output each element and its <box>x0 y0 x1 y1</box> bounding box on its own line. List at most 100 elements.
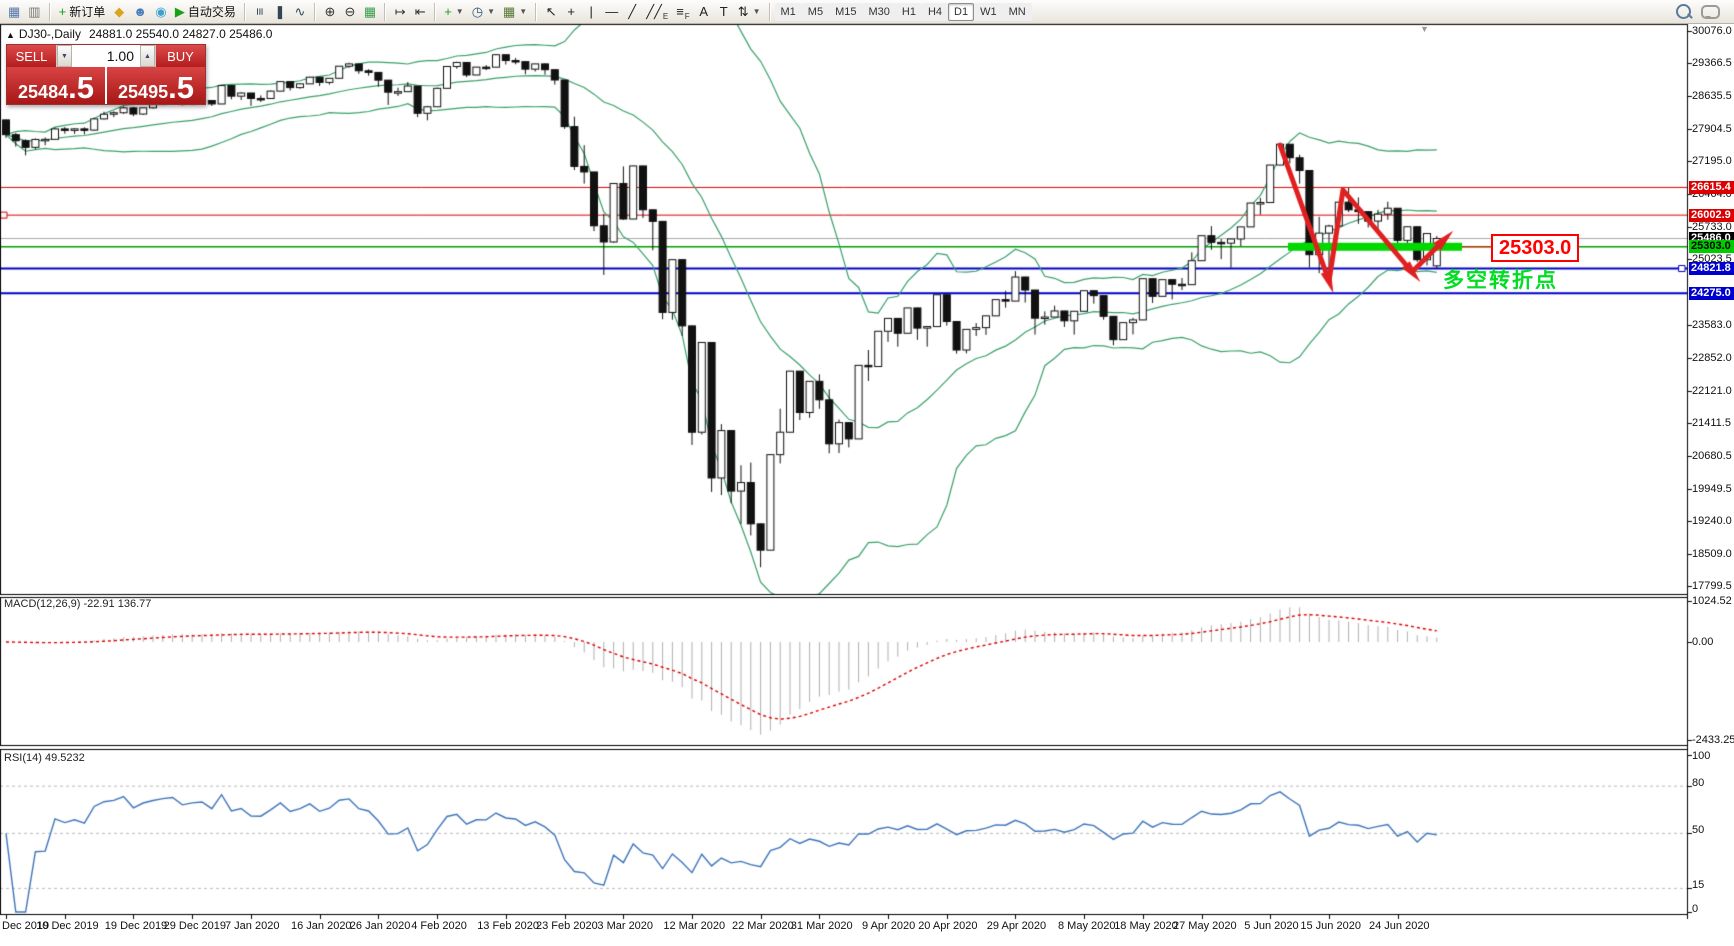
search-icon[interactable] <box>1676 4 1691 19</box>
volume-increase-button[interactable]: ▲ <box>140 45 155 67</box>
date-axis-label: 5 Jun 2020 <box>1244 920 1299 932</box>
autotrading-button[interactable]: ▶ 自动交易 <box>171 2 240 22</box>
macd-axis-tick: 0.00 <box>1692 636 1714 648</box>
chart-candle-mode-icon[interactable]: ❚ <box>270 2 290 22</box>
vertical-line-icon[interactable]: | <box>581 2 601 22</box>
profiles-icon[interactable]: ▥ <box>24 2 44 22</box>
date-axis-label: 29 Dec 2019 <box>163 920 226 932</box>
arrows-dropdown-icon[interactable]: ▼ <box>752 7 761 16</box>
text-icon[interactable]: A <box>694 2 714 22</box>
buy-price[interactable]: 25495 .5 <box>107 67 205 104</box>
tile-windows-icon: ▦ <box>363 4 377 19</box>
timeframe-m30[interactable]: M30 <box>862 2 896 21</box>
chart-ohlc-values: 24881.0 25540.0 24827.0 25486.0 <box>88 27 273 41</box>
indicators-list-icon[interactable]: + ▼ <box>440 2 468 22</box>
tile-windows-icon[interactable]: ▦ <box>360 2 380 22</box>
rsi-axis-tick: 100 <box>1692 750 1711 762</box>
buy-price-pip: .5 <box>168 70 194 105</box>
timeframe-w1[interactable]: W1 <box>974 2 1003 21</box>
date-axis-label: 26 Jan 2020 <box>349 920 411 932</box>
equidistant-channel-icon[interactable]: ╱╱ E <box>642 2 672 22</box>
periods-icon: ◷ <box>471 4 484 19</box>
periods-icon[interactable]: ◷ ▼ <box>468 2 499 22</box>
price-tag-25303.0: 25303.0 <box>1689 240 1734 254</box>
toolbar: ▦ ▥ + 新订单 ◆ ☻ ◉ ▶ 自动交易 ≡ ❚ ∿ ⊕ ⊖ ▦ ↦ ⇤ + ▼ ◷ ▼ ▦ ▼ ↖ + | — ╱ ╱╱ E ≡ F A T… <box>0 0 1734 24</box>
new-chart-icon[interactable]: ▦ <box>4 2 24 22</box>
rsi-axis-tick: 80 <box>1692 777 1705 790</box>
text-label-icon[interactable]: T <box>714 2 734 22</box>
timeframe-m5[interactable]: M5 <box>801 2 830 21</box>
date-axis-label: Dec 2019 <box>2 920 50 932</box>
toolbar-separator <box>243 2 246 21</box>
fibonacci-icon: ≡ <box>676 4 684 19</box>
community-icon: ☻ <box>133 4 147 19</box>
sell-price-main: 25484 <box>18 82 69 102</box>
volume-dropdown-button[interactable]: ▼ <box>57 45 72 67</box>
trendline-icon[interactable]: ╱ <box>622 2 642 22</box>
zoom-out-icon[interactable]: ⊖ <box>340 2 360 22</box>
timeframe-h1[interactable]: H1 <box>895 2 922 21</box>
crosshair-icon[interactable]: + <box>561 2 581 22</box>
cursor-icon[interactable]: ↖ <box>541 2 561 22</box>
price-axis-tick: 30076.0 <box>1692 25 1732 37</box>
auto-scroll-icon[interactable]: ↦ <box>390 2 410 22</box>
rsi-axis-tick: 50 <box>1692 824 1705 837</box>
timeframe-d1[interactable]: D1 <box>948 2 975 21</box>
price-axis-tick: 19240.0 <box>1692 514 1732 527</box>
signals-icon: ◉ <box>155 4 167 19</box>
indicators-list-dropdown-icon[interactable]: ▼ <box>455 7 464 16</box>
autotrading-icon: ▶ <box>174 4 185 19</box>
price-axis-tick: 21411.5 <box>1692 416 1731 429</box>
equidistant-channel-icon: ╱╱ <box>646 4 662 19</box>
price-axis-tick: 27904.5 <box>1692 123 1732 136</box>
fibonacci-icon[interactable]: ≡ F <box>672 2 693 22</box>
date-axis-label: 19 Dec 2019 <box>104 920 168 932</box>
toolbar-separator <box>768 2 771 21</box>
timeframe-mn[interactable]: MN <box>1002 2 1032 21</box>
timeframe-m1[interactable]: M1 <box>774 2 802 21</box>
periods-dropdown-icon[interactable]: ▼ <box>487 7 495 16</box>
price-axis-tick: 29366.5 <box>1692 57 1732 70</box>
zoom-in-icon[interactable]: ⊕ <box>320 2 340 22</box>
community-icon[interactable]: ☻ <box>129 2 151 22</box>
arrows-icon[interactable]: ⇅ ▼ <box>734 2 765 22</box>
macd-axis-tick: -2433.25 <box>1692 733 1734 746</box>
sell-button[interactable]: SELL <box>7 45 56 67</box>
text-label-icon: T <box>719 4 728 19</box>
date-axis-label: 9 Apr 2020 <box>862 920 916 932</box>
timeframe-m15[interactable]: M15 <box>829 2 863 21</box>
arrows-icon: ⇅ <box>737 4 749 19</box>
timeframe-h4[interactable]: H4 <box>921 2 949 21</box>
price-tag-26615.4: 26615.4 <box>1689 180 1734 194</box>
signals-icon[interactable]: ◉ <box>151 2 171 22</box>
date-axis-label: 18 May 2020 <box>1114 920 1178 932</box>
chart-line-mode-icon: ∿ <box>294 4 306 19</box>
chart-shift-icon[interactable]: ⇤ <box>410 2 430 22</box>
market-depth-icon[interactable]: ◆ <box>109 2 129 22</box>
price-axis-tick: 18509.0 <box>1692 547 1732 560</box>
macd-axis-tick: 1024.52 <box>1692 594 1732 607</box>
chat-icon[interactable] <box>1701 4 1720 19</box>
auto-scroll-icon: ↦ <box>394 4 406 19</box>
templates-icon[interactable]: ▦ ▼ <box>499 2 531 22</box>
date-axis-label: 7 Jan 2020 <box>225 920 280 932</box>
buy-button[interactable]: BUY <box>156 45 205 67</box>
price-callout[interactable]: 25303.0 <box>1491 234 1580 262</box>
chart-line-mode-icon[interactable]: ∿ <box>290 2 310 22</box>
chart-symbol-period: DJ30-,Daily <box>18 27 81 41</box>
indicators-list-icon: + <box>444 4 452 19</box>
chart-bar-mode-icon[interactable]: ≡ <box>250 2 270 22</box>
zoom-out-icon: ⊖ <box>344 4 356 19</box>
templates-icon: ▦ <box>502 4 516 19</box>
chart-shift-marker-icon[interactable]: ▼ <box>1420 24 1429 34</box>
templates-dropdown-icon[interactable]: ▼ <box>519 7 528 16</box>
zoom-in-icon: ⊕ <box>324 4 336 19</box>
date-axis-label: 29 Apr 2020 <box>986 920 1047 932</box>
new-order-button[interactable]: + 新订单 <box>55 2 110 22</box>
toolbar-separator <box>313 2 316 21</box>
horizontal-line-icon[interactable]: — <box>601 2 622 22</box>
volume-input[interactable] <box>72 45 140 67</box>
price-axis-tick: 17799.5 <box>1692 579 1732 592</box>
sell-price[interactable]: 25484 .5 <box>7 67 105 104</box>
